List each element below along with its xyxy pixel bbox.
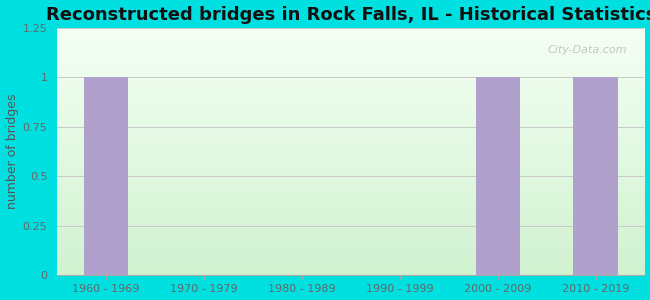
Bar (84, 77, 128, 275)
Bar (476, 77, 519, 275)
Text: City-Data.com: City-Data.com (547, 45, 627, 55)
Y-axis label: number of bridges: number of bridges (6, 94, 19, 209)
Title: Reconstructed bridges in Rock Falls, IL - Historical Statistics: Reconstructed bridges in Rock Falls, IL … (46, 6, 650, 24)
Bar (573, 77, 617, 275)
